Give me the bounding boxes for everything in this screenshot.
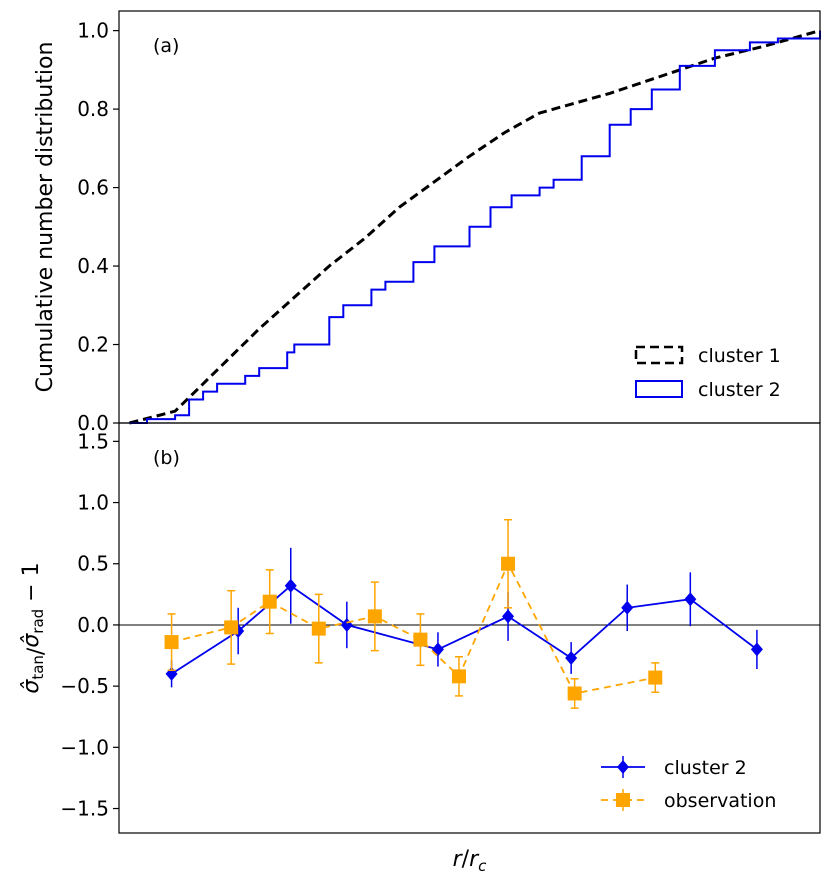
data-point-square [311,621,326,636]
panel-b-ytick-label: 1.0 [77,491,109,515]
legend-label-observation: observation [664,790,776,812]
series-line [171,584,758,675]
panel-b: −1.5 −1.0 −0.5 0.0 0.5 1.0 1.5 (b) σ̂tan/σ̂rad… [19,429,820,875]
panel-a-ytick-label: 0.2 [77,333,109,357]
panel-b-y-axis-title: σ̂tan/σ̂rad − 1 [19,562,49,693]
data-point-square [224,620,239,635]
data-point-diamond [431,642,444,657]
x-axis-title: r/rc [453,847,488,875]
panel-a-ytick-label: 0.6 [77,176,109,200]
data-point-square [567,686,582,701]
legend-label-cluster-2-b: cluster 2 [664,757,747,779]
panel-a-ytick-label: 0.8 [77,97,109,121]
legend-label-cluster-1: cluster 1 [698,345,781,367]
data-point-square [164,635,179,650]
data-point-square [648,670,663,685]
panel-a-ytick-label: 1.0 [77,19,109,43]
data-point-diamond [684,592,697,607]
legend-marker-cluster-2 [635,380,683,398]
panel-a-legend: cluster 1 cluster 2 [634,345,781,401]
panel-b-ytick-label: 1.5 [77,429,109,453]
series-observation [164,518,663,709]
panel-a-ytick-label: 0.4 [77,254,109,278]
series-line-cluster-1 [129,29,821,425]
data-point-diamond [621,600,634,615]
data-point-square [262,594,277,609]
panel-b-legend: cluster 2 observation [601,756,776,812]
series-step-cluster-2 [129,30,821,424]
data-point-square [451,669,466,684]
panel-a-label: (a) [153,35,179,57]
data-point-diamond [565,650,578,665]
panel-b-frame [118,422,821,834]
series-line [171,561,656,695]
data-point-diamond [284,578,297,593]
data-point-diamond [502,609,515,624]
panel-b-ytick-label: −1.5 [60,797,109,821]
legend-marker-cluster-2-b [617,760,629,774]
legend-label-cluster-2: cluster 2 [698,379,781,401]
legend-marker-cluster-1 [634,345,684,365]
panel-b-label: (b) [153,447,180,469]
panel-a-y-axis-title: Cumulative number distribution [33,42,58,393]
data-point-diamond [340,617,353,632]
data-point-square [413,632,428,647]
panel-b-ytick-label: 0.0 [77,613,109,637]
panel-b-ytick-label: −0.5 [60,674,109,698]
data-point-diamond [750,642,763,657]
panel-b-ytick-label: −1.0 [60,735,109,759]
panel-a-ytick-label: 0.0 [77,411,109,435]
data-point-square [501,556,516,571]
panel-a: 0.0 0.2 0.4 0.6 0.8 1.0 (a) Cumulative number… [33,19,821,435]
panel-b-ytick-label: 0.5 [77,552,109,576]
data-point-square [367,609,382,624]
legend-marker-observation [616,793,630,807]
